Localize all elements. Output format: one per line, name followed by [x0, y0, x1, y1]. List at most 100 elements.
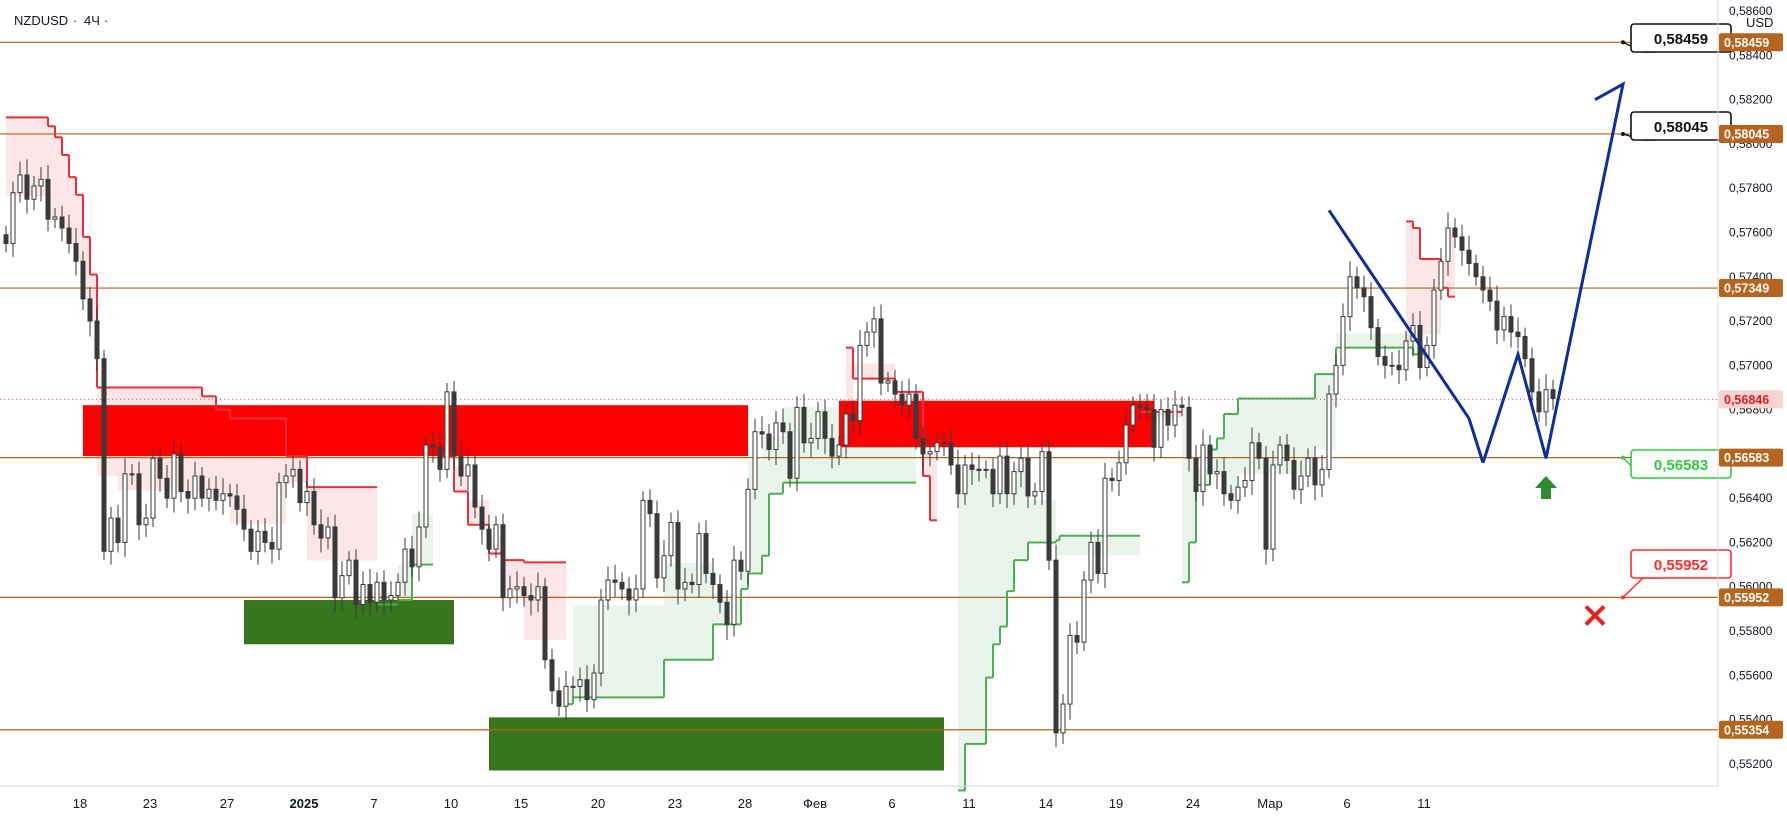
time-axis[interactable]: 18 23 27 2025 7 10 15 20 23 28 Фев 6 11 14 19 24 Мар 6 11: [0, 785, 1718, 811]
bull-stop-fill: [566, 686, 573, 705]
bear-stop-fill: [923, 453, 930, 477]
entry-callout-label: 0,56583: [1654, 457, 1708, 474]
level-price-badge[interactable]: [1719, 33, 1783, 52]
bull-stop-fill: [741, 571, 748, 589]
candle-body: [1459, 236, 1465, 251]
candle-body: [794, 406, 800, 479]
candle-body: [150, 457, 156, 519]
candle-body: [521, 586, 527, 597]
candle-body: [1256, 442, 1262, 459]
candle-body: [339, 575, 345, 599]
candle-body: [535, 586, 541, 601]
candle-body: [528, 595, 534, 601]
candle-body: [927, 451, 933, 455]
candle-body: [1298, 475, 1304, 490]
candle-body: [1452, 227, 1458, 238]
candle-body: [1291, 460, 1297, 490]
time-tick-label: 24: [1186, 796, 1200, 811]
bear-stop-fill: [503, 560, 524, 592]
candle-body: [73, 243, 79, 262]
candle-body: [878, 318, 884, 384]
candle-body: [948, 442, 954, 466]
candle-body: [1130, 404, 1136, 426]
level-price-badge[interactable]: [1719, 720, 1783, 739]
level-price-badge[interactable]: [1719, 448, 1783, 467]
candle-body: [164, 477, 170, 499]
target-callout-label: 0,58459: [1654, 31, 1708, 48]
candle-body: [990, 468, 996, 495]
candle-body: [1473, 262, 1479, 278]
bull-stop-fill: [1224, 414, 1238, 498]
candle-body: [255, 530, 261, 552]
candle-body: [738, 559, 744, 572]
candle-body: [430, 444, 436, 448]
bull-stop-fill: [1014, 464, 1028, 561]
candle-body: [976, 468, 982, 471]
channel-line[interactable]: [1327, 209, 1471, 420]
forecast-leg[interactable]: [1467, 418, 1485, 464]
bull-stop-fill: [965, 467, 986, 744]
candle-body: [836, 444, 842, 457]
candle-body: [654, 513, 660, 579]
timeframe-label[interactable]: 4Ч: [84, 13, 100, 28]
current-price-badge[interactable]: [1719, 390, 1783, 409]
symbol-label: NZDUSD: [14, 13, 68, 28]
candle-body: [1494, 300, 1500, 331]
candle-body: [1011, 471, 1017, 495]
supply-zone: [839, 400, 1154, 448]
candle-body: [556, 690, 562, 707]
candle-body: [1186, 406, 1192, 459]
candle-body: [1277, 444, 1283, 466]
level-price-badge[interactable]: [1719, 124, 1783, 143]
candle-body: [199, 475, 205, 499]
candle-body: [871, 318, 877, 333]
candle-body: [472, 464, 478, 508]
candle-body: [1242, 479, 1248, 488]
candle-body: [857, 344, 863, 422]
candle-body: [1396, 364, 1402, 371]
candle-body: [1522, 336, 1528, 360]
candle-body: [1326, 393, 1332, 470]
candle-body: [1235, 486, 1241, 501]
candle-body: [290, 468, 296, 477]
candle-body: [1382, 355, 1388, 366]
forecast-path[interactable]: [1481, 81, 1626, 464]
candle-body: [626, 588, 632, 601]
candle-body: [1004, 455, 1010, 495]
candle-body: [1333, 364, 1339, 395]
level-price-badge[interactable]: [1719, 588, 1783, 607]
candle-body: [101, 358, 107, 552]
price-axis[interactable]: 0,552000,554000,556000,558000,560000,562…: [1717, 0, 1783, 786]
candle-body: [416, 526, 422, 568]
header-separator: ·: [104, 13, 108, 28]
bull-stop-fill: [1210, 449, 1217, 474]
price-tick-label: 0,57000: [1729, 358, 1773, 372]
candle-body: [31, 185, 37, 200]
price-tick-label: 0,58200: [1729, 93, 1773, 107]
candle-body: [227, 493, 233, 497]
candle-body: [773, 422, 779, 450]
candle-body: [38, 178, 44, 187]
candle-body: [24, 174, 30, 200]
candle-body: [724, 601, 730, 625]
candle-body: [696, 533, 702, 586]
candle-body: [906, 393, 912, 406]
candle-body: [1543, 389, 1549, 413]
candle-body: [591, 672, 597, 701]
level-price-badge[interactable]: [1719, 279, 1783, 298]
candle-body: [269, 541, 275, 550]
candle-body: [1025, 457, 1031, 497]
time-tick-label: 15: [514, 796, 528, 811]
time-tick-label: 6: [1343, 796, 1350, 811]
candle-body: [143, 517, 149, 526]
candle-body: [1081, 579, 1087, 643]
callout-box[interactable]: [1630, 549, 1732, 579]
time-tick-label: 23: [143, 796, 157, 811]
candle-body: [374, 581, 380, 603]
candle-body: [507, 588, 513, 599]
candle-body: [367, 584, 373, 603]
candle-body: [1123, 424, 1129, 464]
time-tick-label: 18: [73, 796, 87, 811]
candle-body: [262, 530, 268, 543]
